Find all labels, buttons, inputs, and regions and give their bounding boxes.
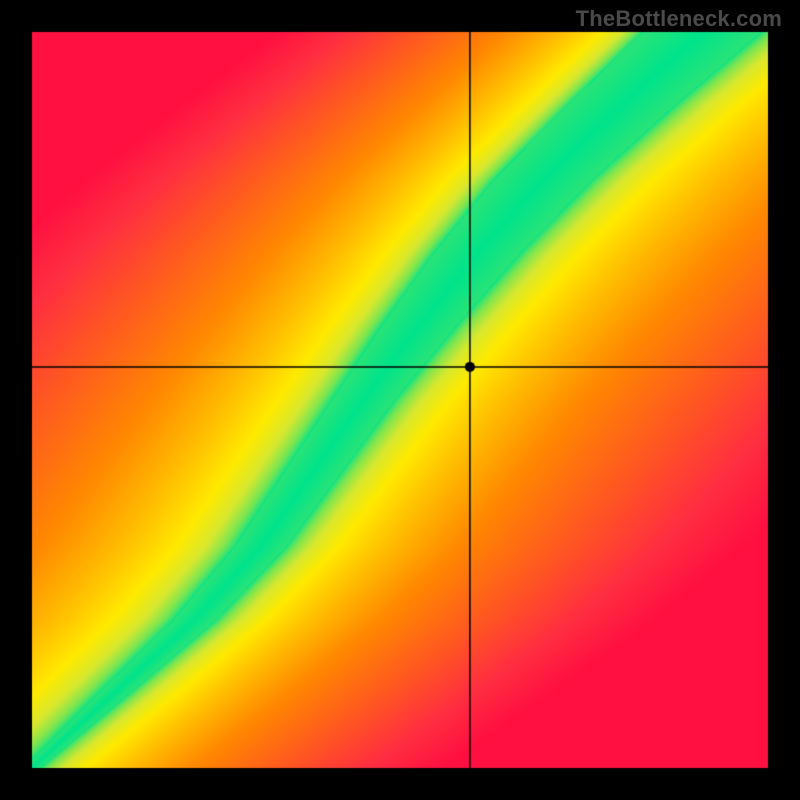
chart-container: { "watermark": { "text": "TheBottleneck.… <box>0 0 800 800</box>
watermark-text: TheBottleneck.com <box>576 6 782 32</box>
bottleneck-heatmap <box>0 0 800 800</box>
